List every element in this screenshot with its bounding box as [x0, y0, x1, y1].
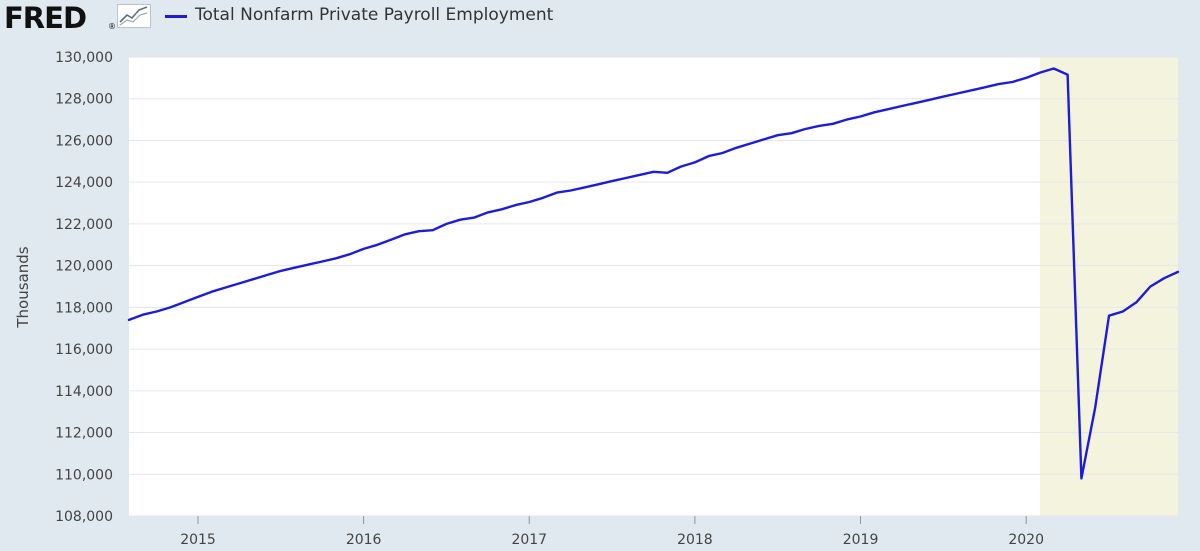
- y-tick-label: 128,000: [55, 92, 113, 108]
- x-tick-label: 2019: [843, 532, 879, 548]
- y-tick-label: 126,000: [55, 133, 113, 149]
- y-tick-label: 116,000: [55, 342, 113, 358]
- y-tick-label: 108,000: [55, 509, 113, 525]
- y-tick-label: 120,000: [55, 259, 113, 275]
- y-tick-label: 114,000: [55, 384, 113, 400]
- series-line[interactable]: [127, 67, 1180, 480]
- x-tick-label: 2018: [677, 532, 713, 548]
- plot-area: [127, 56, 1180, 517]
- axes: 108,000 110,000 112,000 114,000 116,000 118,0…: [55, 50, 1044, 548]
- legend-swatch: [165, 15, 187, 18]
- plot-background: [129, 57, 1178, 516]
- chart-header: FRED ® Total Nonfarm Private Payroll Emp…: [0, 0, 1200, 40]
- y-tick-label: 122,000: [55, 217, 113, 233]
- line-chart-icon: [117, 4, 151, 28]
- y-tick-label: 124,000: [55, 175, 113, 191]
- x-tick-label: 2017: [511, 532, 547, 548]
- y-tick-label: 110,000: [55, 467, 113, 483]
- legend-series-name: Total Nonfarm Private Payroll Employment: [195, 5, 554, 25]
- fred-registered-mark: ®: [108, 22, 116, 31]
- recession-shade: [1039, 57, 1178, 516]
- y-tick-label: 112,000: [55, 426, 113, 442]
- y-tick-label: 130,000: [55, 50, 113, 66]
- x-tick-label: 2016: [346, 532, 382, 548]
- fred-logo[interactable]: FRED: [4, 1, 87, 35]
- y-tick-label: 118,000: [55, 300, 113, 316]
- y-axis-title: Thousands: [14, 246, 32, 328]
- x-tick-label: 2020: [1008, 532, 1044, 548]
- x-tick-label: 2015: [180, 532, 216, 548]
